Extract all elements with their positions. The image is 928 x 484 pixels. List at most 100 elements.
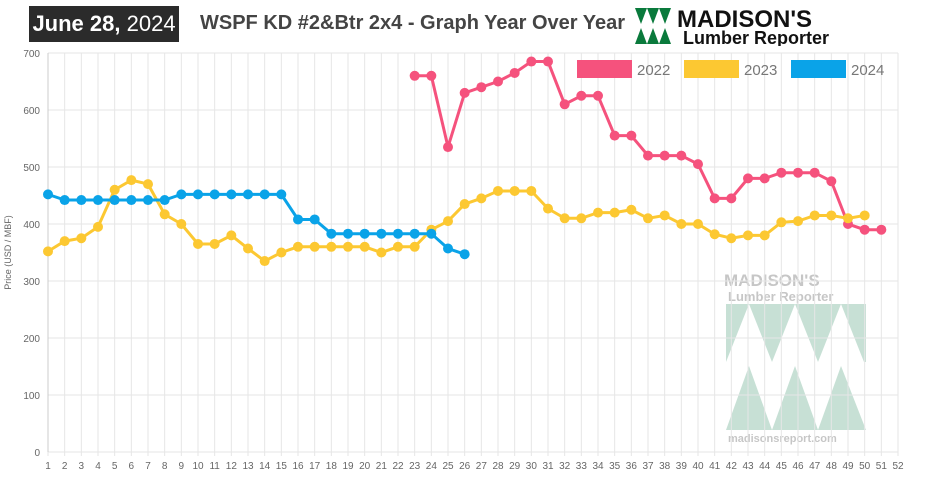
data-point-2023 [793,216,803,227]
x-tick-label: 16 [292,461,304,472]
data-point-2024 [393,228,403,239]
x-tick-label: 25 [442,461,454,472]
x-tick-label: 34 [592,461,604,472]
y-tick-label: 0 [34,448,40,459]
data-point-2024 [409,228,420,239]
data-point-2024 [259,189,270,200]
legend-swatch-2022 [577,60,632,78]
data-point-2022 [476,82,487,93]
data-point-2022 [443,142,453,153]
data-point-2023 [226,230,237,241]
y-tick-label: 500 [23,163,40,174]
data-point-2023 [393,241,403,252]
x-tick-label: 19 [342,461,354,472]
x-tick-label: 29 [509,461,521,472]
data-point-2024 [309,214,320,225]
data-point-2022 [676,150,687,161]
data-point-2023 [309,241,320,252]
data-point-2022 [709,193,720,204]
data-point-2023 [693,219,703,229]
data-point-2023 [376,247,387,258]
data-point-2023 [759,230,770,241]
data-point-2023 [276,247,287,258]
data-point-2024 [143,195,153,206]
data-point-2022 [559,99,570,110]
data-point-2023 [159,209,170,220]
data-point-2022 [576,90,587,101]
data-point-2022 [509,67,520,78]
x-tick-label: 36 [626,461,638,472]
data-point-2022 [609,130,620,141]
x-tick-label: 32 [559,461,571,472]
y-tick-label: 400 [23,220,40,231]
data-point-2024 [426,228,437,239]
x-tick-label: 6 [129,461,135,472]
data-point-2023 [776,217,787,228]
x-tick-label: 2 [62,461,68,472]
data-point-2024 [176,189,187,200]
legend-label-2022: 2022 [637,62,670,79]
x-tick-label: 1 [45,461,51,472]
x-tick-label: 37 [642,461,654,472]
data-point-2022 [876,224,887,235]
x-tick-label: 11 [209,461,220,472]
data-point-2023 [259,256,270,267]
x-tick-label: 26 [459,461,471,472]
data-point-2024 [43,189,53,200]
data-point-2023 [643,213,653,224]
data-point-2022 [826,176,837,187]
x-tick-label: 3 [79,461,85,472]
x-tick-label: 47 [809,461,821,472]
x-tick-label: 38 [659,461,671,472]
data-point-2023 [593,207,603,218]
x-tick-label: 33 [576,461,588,472]
data-point-2022 [459,87,470,98]
data-point-2023 [726,233,737,244]
data-point-2024 [159,195,170,206]
data-point-2024 [76,195,87,206]
data-point-2022 [793,167,803,178]
data-point-2024 [443,243,453,254]
data-point-2023 [626,204,637,215]
data-point-2022 [776,167,787,178]
data-point-2022 [426,70,437,81]
data-point-2023 [476,193,487,204]
x-tick-label: 20 [359,461,371,472]
date-text: June 28, [32,11,121,36]
data-point-2022 [543,56,553,67]
x-tick-label: 7 [145,461,151,472]
x-tick-label: 22 [392,461,404,472]
data-point-2024 [243,189,253,200]
y-tick-label: 200 [23,334,40,345]
x-tick-label: 27 [476,461,488,472]
data-point-2023 [676,219,687,229]
data-point-2022 [493,76,503,87]
date-badge: June 28, 2024 [29,6,179,42]
data-point-2023 [443,216,453,227]
x-tick-label: 40 [692,461,704,472]
y-axis-label: Price (USD / MBF) [3,215,13,290]
x-tick-label: 5 [112,461,118,472]
data-point-2024 [459,249,470,260]
data-point-2023 [93,221,103,232]
x-tick-label: 17 [309,461,321,472]
data-point-2023 [76,233,87,244]
data-point-2023 [609,207,620,218]
x-tick-label: 14 [259,461,271,472]
x-tick-label: 24 [426,461,438,472]
y-tick-label: 300 [23,277,40,288]
data-point-2022 [743,173,753,184]
x-tick-label: 52 [892,461,904,472]
data-point-2022 [809,167,820,178]
x-tick-label: 43 [742,461,754,472]
x-tick-label: 44 [759,461,771,472]
legend-swatch-2024 [791,60,846,78]
data-point-2023 [559,213,570,224]
data-point-2024 [293,214,303,225]
data-point-2022 [643,150,653,161]
data-point-2023 [859,210,870,221]
madisons-logo: MADISON'S Lumber Reporter [635,6,829,46]
data-point-2023 [109,184,120,195]
